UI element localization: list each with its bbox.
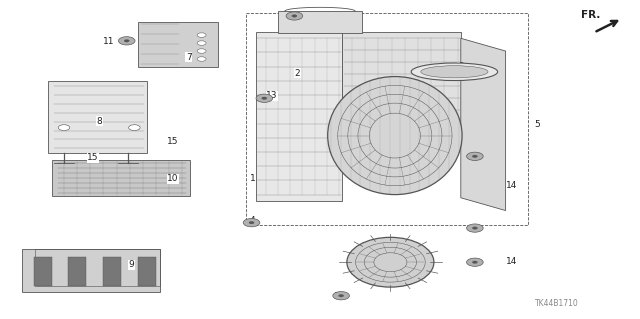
Bar <box>52 160 190 196</box>
Bar <box>138 22 218 67</box>
Bar <box>34 257 52 286</box>
Ellipse shape <box>347 237 434 287</box>
Text: 12: 12 <box>333 292 345 301</box>
Circle shape <box>286 12 303 20</box>
Circle shape <box>197 49 206 53</box>
Text: 8: 8 <box>97 117 102 126</box>
Circle shape <box>249 221 254 224</box>
Circle shape <box>467 224 483 232</box>
Circle shape <box>262 97 267 100</box>
Polygon shape <box>256 32 342 201</box>
Circle shape <box>197 33 206 37</box>
Bar <box>48 81 147 153</box>
Polygon shape <box>342 32 461 140</box>
Circle shape <box>292 15 297 17</box>
Circle shape <box>472 155 477 158</box>
Ellipse shape <box>421 66 488 78</box>
Bar <box>22 249 160 292</box>
Text: 7: 7 <box>186 53 191 62</box>
Text: TK44B1710: TK44B1710 <box>535 299 579 308</box>
Text: 4: 4 <box>250 216 255 225</box>
Text: 10: 10 <box>167 174 179 183</box>
Text: 11: 11 <box>103 37 115 46</box>
Text: 13: 13 <box>266 91 278 100</box>
Circle shape <box>333 292 349 300</box>
Circle shape <box>467 152 483 160</box>
Ellipse shape <box>412 63 498 81</box>
Circle shape <box>129 125 140 130</box>
Circle shape <box>472 261 477 263</box>
Ellipse shape <box>328 77 462 195</box>
Text: 14: 14 <box>506 257 518 266</box>
Text: 9: 9 <box>129 260 134 269</box>
Circle shape <box>197 41 206 45</box>
Text: 15: 15 <box>87 153 99 162</box>
Circle shape <box>124 40 129 42</box>
Bar <box>103 257 121 286</box>
Circle shape <box>58 125 70 130</box>
Circle shape <box>243 219 260 227</box>
Bar <box>138 257 156 286</box>
Text: 3: 3 <box>458 63 463 71</box>
Polygon shape <box>278 11 362 33</box>
Text: 5: 5 <box>535 120 540 129</box>
Circle shape <box>339 294 344 297</box>
Circle shape <box>472 227 477 229</box>
Text: 6: 6 <box>359 248 364 256</box>
Text: 14: 14 <box>292 13 303 22</box>
Text: 1: 1 <box>250 174 255 183</box>
Text: FR.: FR. <box>581 10 600 20</box>
Circle shape <box>256 94 273 102</box>
Polygon shape <box>461 38 506 211</box>
Circle shape <box>197 57 206 61</box>
Circle shape <box>118 37 135 45</box>
Text: 2: 2 <box>295 69 300 78</box>
Text: 14: 14 <box>506 181 518 189</box>
Bar <box>68 257 86 286</box>
Bar <box>35 249 160 286</box>
Text: 15: 15 <box>167 137 179 146</box>
Circle shape <box>467 258 483 266</box>
